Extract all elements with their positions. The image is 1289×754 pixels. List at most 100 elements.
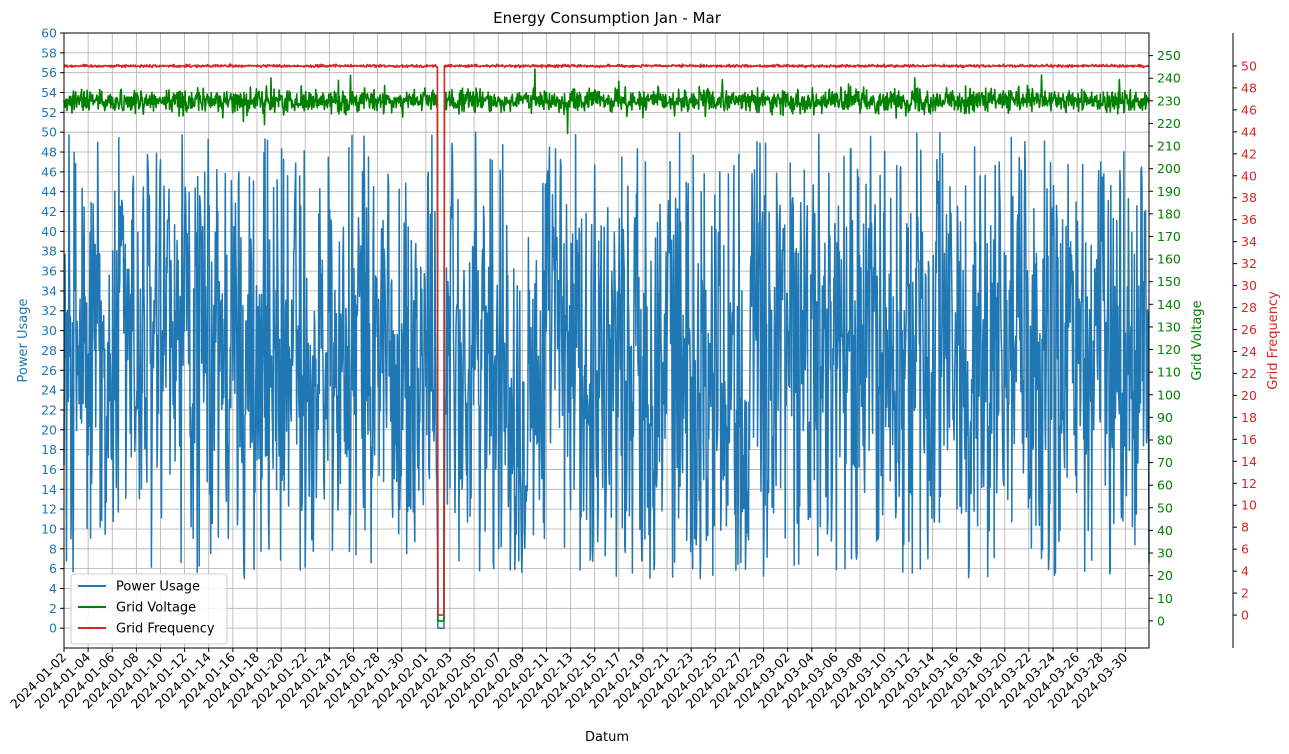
y-tick-label-left: 26 — [41, 363, 57, 378]
y-tick-label-left: 0 — [49, 621, 57, 636]
y-tick-label-right2: 36 — [1241, 212, 1257, 227]
y-tick-label-right1: 140 — [1157, 297, 1181, 312]
y-tick-label-right2: 4 — [1241, 564, 1249, 579]
y-tick-label-right2: 10 — [1241, 498, 1257, 513]
y-tick-label-left: 50 — [41, 125, 57, 140]
y-tick-label-left: 12 — [41, 502, 57, 517]
y-tick-label-right1: 180 — [1157, 206, 1181, 221]
y-tick-label-left: 22 — [41, 402, 57, 417]
chart-title: Energy Consumption Jan - Mar — [493, 9, 722, 27]
y-tick-label-left: 34 — [41, 283, 57, 298]
y-tick-label-right1: 150 — [1157, 274, 1181, 289]
y-tick-label-left: 14 — [41, 482, 57, 497]
y-tick-label-right1: 110 — [1157, 365, 1181, 380]
y-tick-label-right1: 70 — [1157, 455, 1173, 470]
y-tick-label-left: 8 — [49, 541, 57, 556]
y-tick-label-right2: 42 — [1241, 146, 1257, 161]
y-tick-label-left: 24 — [41, 383, 57, 398]
y-tick-label-left: 10 — [41, 521, 57, 536]
y-tick-label-right1: 20 — [1157, 568, 1173, 583]
y-tick-label-right2: 16 — [1241, 432, 1257, 447]
y-tick-label-left: 40 — [41, 224, 57, 239]
y-tick-label-right1: 50 — [1157, 500, 1173, 515]
series-line-grid-voltage — [63, 68, 1150, 622]
y-tick-label-left: 18 — [41, 442, 57, 457]
y-tick-label-left: 36 — [41, 264, 57, 279]
y-tick-label-right2: 32 — [1241, 256, 1257, 271]
y-tick-label-right2: 20 — [1241, 388, 1257, 403]
y-tick-label-right1: 30 — [1157, 546, 1173, 561]
y-tick-label-right1: 40 — [1157, 523, 1173, 538]
y-tick-label-left: 46 — [41, 164, 57, 179]
y-tick-label-right2: 8 — [1241, 520, 1249, 535]
y-tick-label-right2: 14 — [1241, 454, 1257, 469]
y-tick-label-left: 32 — [41, 303, 57, 318]
y-tick-label-right1: 250 — [1157, 48, 1181, 63]
y-tick-label-left: 60 — [41, 26, 57, 41]
y-tick-label-right2: 40 — [1241, 168, 1257, 183]
y-tick-label-right2: 12 — [1241, 476, 1257, 491]
y-tick-label-right2: 0 — [1241, 608, 1249, 623]
y-tick-label-left: 38 — [41, 244, 57, 259]
y-tick-label-left: 44 — [41, 184, 57, 199]
y-tick-label-right1: 100 — [1157, 387, 1181, 402]
y-tick-label-right1: 160 — [1157, 252, 1181, 267]
y-tick-label-right2: 22 — [1241, 366, 1257, 381]
y-tick-label-right1: 230 — [1157, 93, 1181, 108]
axes: 0246810121416182022242628303234363840424… — [7, 26, 1281, 712]
y-tick-label-left: 16 — [41, 462, 57, 477]
y-tick-label-left: 58 — [41, 45, 57, 60]
y-tick-label-right2: 50 — [1241, 58, 1257, 73]
x-axis-label: Datum — [585, 730, 629, 745]
y-tick-label-right1: 60 — [1157, 478, 1173, 493]
legend-label: Grid Voltage — [116, 601, 196, 616]
y-tick-label-right1: 210 — [1157, 139, 1181, 154]
legend: Power Usage Grid Voltage Grid Frequency — [70, 573, 228, 645]
y-tick-label-right2: 28 — [1241, 300, 1257, 315]
y-tick-label-left: 42 — [41, 204, 57, 219]
y-tick-label-right1: 130 — [1157, 319, 1181, 334]
y-tick-label-right2: 26 — [1241, 322, 1257, 337]
y-tick-label-left: 2 — [49, 601, 57, 616]
plot-frame — [63, 32, 1150, 649]
y-tick-label-left: 56 — [41, 65, 57, 80]
legend-label: Grid Frequency — [116, 622, 215, 637]
y-tick-label-right2: 24 — [1241, 344, 1257, 359]
y-axis-label-left: Power Usage — [16, 299, 31, 383]
y-tick-label-left: 6 — [49, 561, 57, 576]
y-tick-label-right1: 200 — [1157, 161, 1181, 176]
y-tick-label-right1: 240 — [1157, 71, 1181, 86]
y-tick-label-right2: 48 — [1241, 80, 1257, 95]
y-tick-label-right2: 18 — [1241, 410, 1257, 425]
legend-box — [70, 573, 228, 645]
y-tick-label-right1: 190 — [1157, 184, 1181, 199]
y-tick-label-left: 48 — [41, 145, 57, 160]
y-tick-label-right2: 38 — [1241, 190, 1257, 205]
y-tick-label-right1: 220 — [1157, 116, 1181, 131]
y-tick-label-right1: 10 — [1157, 591, 1173, 606]
y-tick-label-right1: 80 — [1157, 432, 1173, 447]
y-tick-label-right2: 46 — [1241, 102, 1257, 117]
y-tick-label-right1: 170 — [1157, 229, 1181, 244]
y-tick-label-right2: 6 — [1241, 542, 1249, 557]
y-tick-label-left: 52 — [41, 105, 57, 120]
y-tick-label-right2: 44 — [1241, 124, 1257, 139]
series-lines — [63, 63, 1150, 629]
y-tick-label-right2: 30 — [1241, 278, 1257, 293]
y-axis-label-right2: Grid Frequency — [1266, 291, 1281, 390]
y-tick-label-right1: 90 — [1157, 410, 1173, 425]
series-line-grid-frequency — [63, 63, 1150, 616]
y-tick-label-right1: 0 — [1157, 613, 1165, 628]
y-tick-label-right1: 120 — [1157, 342, 1181, 357]
y-tick-label-right2: 2 — [1241, 586, 1249, 601]
y-tick-label-left: 54 — [41, 85, 57, 100]
legend-label: Power Usage — [116, 580, 200, 595]
y-tick-label-right2: 34 — [1241, 234, 1257, 249]
y-tick-label-left: 20 — [41, 422, 57, 437]
y-tick-label-left: 30 — [41, 323, 57, 338]
y-tick-label-left: 28 — [41, 343, 57, 358]
y-axis-label-right1: Grid Voltage — [1190, 300, 1205, 380]
y-tick-label-left: 4 — [49, 581, 57, 596]
series-line-power-usage — [63, 131, 1150, 629]
